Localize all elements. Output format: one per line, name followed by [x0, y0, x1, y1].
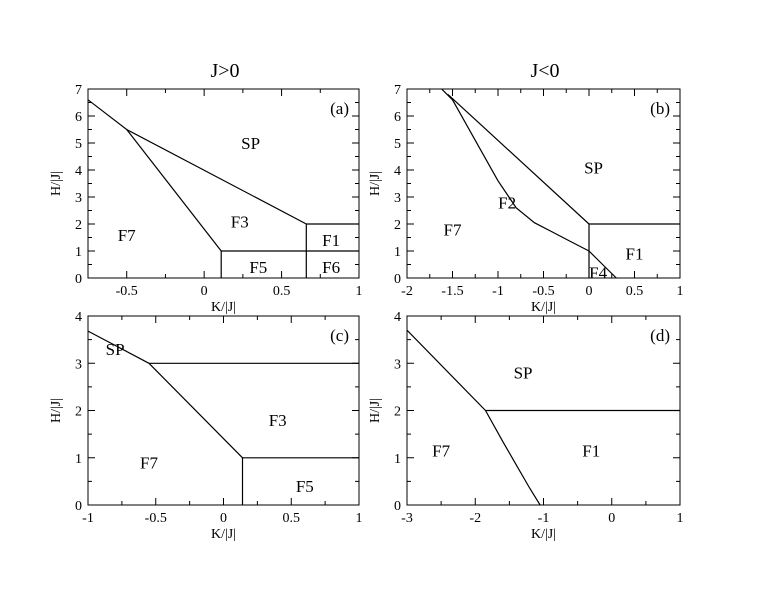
panels: -0.5 0 0.5 1 0 1 2 3 4 5 6 7 K/|J| H/|J| SP F3 F7 F1 F5 F6 (… — [49, 83, 684, 542]
phase-boundary-line — [447, 93, 590, 225]
y-tick-label: 1 — [75, 452, 82, 467]
plot-frame — [87, 88, 360, 279]
phase-boundary-line — [148, 362, 243, 459]
x-tick-label: -1 — [538, 511, 550, 526]
y-tick-label: 1 — [75, 245, 82, 260]
phase-boundary-line — [88, 330, 150, 364]
y-tick-label: 2 — [75, 405, 82, 420]
x-tick-label: 0 — [220, 511, 227, 526]
x-tick-label: 0 — [586, 284, 593, 299]
y-axis-label: H/|J| — [49, 398, 64, 423]
panel-d: -3 -2 -1 0 1 0 1 2 3 4 K/|J| H/|J| SP F7 F1 (d) — [368, 310, 684, 542]
y-tick-label: 6 — [394, 110, 401, 125]
y-tick-label: 0 — [394, 499, 401, 514]
y-tick-label: 3 — [394, 357, 401, 372]
region-label-f2: F2 — [498, 193, 516, 212]
y-tick-label: 0 — [394, 272, 401, 287]
region-label-sp: SP — [241, 134, 260, 153]
region-label-f5: F5 — [296, 477, 314, 496]
y-tick-label: 3 — [75, 357, 82, 372]
y-tick-label: 5 — [394, 137, 401, 152]
x-tick-label: 0.5 — [626, 284, 644, 299]
x-tick-label: 0 — [608, 511, 615, 526]
panel-b: -2 -1.5 -1 -0.5 0 0.5 1 0 1 2 3 4 5 6 7 K/|J| H/|J| SP F2 F… — [368, 83, 684, 315]
region-label-f7: F7 — [118, 226, 136, 245]
x-tick-label: -2 — [469, 511, 481, 526]
panel-tag: (d) — [650, 326, 670, 345]
y-tick-label: 1 — [394, 245, 401, 260]
y-tick-label: 4 — [394, 164, 401, 179]
x-tick-label: 1 — [356, 284, 363, 299]
panel-a: -0.5 0 0.5 1 0 1 2 3 4 5 6 7 K/|J| H/|J| SP F3 F7 F1 F5 F6 (… — [49, 83, 363, 315]
region-label-f6: F6 — [322, 258, 340, 277]
region-label-sp: SP — [584, 158, 603, 177]
column-title-right: J<0 — [530, 60, 559, 82]
y-axis-label: H/|J| — [49, 171, 64, 196]
region-label-f7: F7 — [140, 453, 158, 472]
region-label-f3: F3 — [269, 411, 287, 430]
x-axis-label: K/|J| — [531, 300, 556, 315]
phase-boundary-line — [441, 89, 590, 252]
x-axis-label: K/|J| — [211, 527, 236, 542]
y-tick-label: 1 — [394, 452, 401, 467]
region-label-f1: F1 — [582, 442, 600, 461]
x-tick-label: -0.5 — [532, 284, 554, 299]
x-tick-label: 1 — [677, 284, 684, 299]
panel-tag: (a) — [330, 99, 349, 118]
y-tick-label: 2 — [394, 218, 401, 233]
x-axis-label: K/|J| — [211, 300, 236, 315]
y-tick-label: 4 — [75, 164, 82, 179]
phase-boundary-line — [88, 99, 128, 130]
panel-tag: (c) — [330, 326, 349, 345]
y-tick-label: 7 — [394, 83, 401, 98]
y-tick-label: 0 — [75, 499, 82, 514]
region-label-f1: F1 — [322, 231, 340, 250]
panel-c: -1 -0.5 0 0.5 1 0 1 2 3 4 K/|J| H/|J| SP F3 F7 F5 (c) — [49, 310, 363, 542]
x-tick-label: -0.5 — [145, 511, 167, 526]
y-tick-label: 3 — [75, 191, 82, 206]
y-tick-label: 2 — [394, 405, 401, 420]
x-tick-label: 1 — [677, 511, 684, 526]
region-label-f5: F5 — [249, 258, 267, 277]
x-tick-label: -0.5 — [116, 284, 138, 299]
region-label-sp: SP — [106, 340, 125, 359]
x-axis-label: K/|J| — [531, 527, 556, 542]
x-tick-label: 0.5 — [273, 284, 291, 299]
x-tick-label: -1 — [82, 511, 94, 526]
phase-boundary-line — [126, 128, 307, 225]
region-label-f7: F7 — [432, 442, 450, 461]
y-tick-label: 4 — [75, 310, 82, 325]
x-tick-label: -1 — [492, 284, 504, 299]
x-tick-label: 0 — [201, 284, 208, 299]
plot-frame — [87, 315, 360, 506]
panel-tag: (b) — [650, 99, 670, 118]
region-label-f4: F4 — [589, 264, 607, 283]
x-tick-label: -3 — [401, 511, 413, 526]
phase-boundary-line — [126, 129, 222, 252]
y-tick-label: 3 — [394, 191, 401, 206]
y-axis-label: H/|J| — [368, 398, 383, 423]
y-tick-label: 4 — [394, 310, 401, 325]
y-tick-label: 2 — [75, 218, 82, 233]
y-tick-label: 6 — [75, 110, 82, 125]
x-tick-label: 1 — [356, 511, 363, 526]
region-label-f7: F7 — [444, 220, 462, 239]
region-label-sp: SP — [514, 364, 533, 383]
region-label-f1: F1 — [626, 245, 644, 264]
x-tick-label: -2 — [401, 284, 413, 299]
phase-boundary-line — [407, 329, 486, 411]
phase-boundary-line — [484, 410, 541, 505]
y-tick-label: 0 — [75, 272, 82, 287]
x-tick-label: 0.5 — [283, 511, 301, 526]
region-label-f3: F3 — [231, 212, 249, 231]
y-tick-label: 7 — [75, 83, 82, 98]
phase-boundary-line — [588, 250, 617, 278]
column-title-left: J>0 — [210, 60, 239, 82]
x-tick-label: -1.5 — [441, 284, 463, 299]
y-axis-label: H/|J| — [368, 171, 383, 196]
y-tick-label: 5 — [75, 137, 82, 152]
